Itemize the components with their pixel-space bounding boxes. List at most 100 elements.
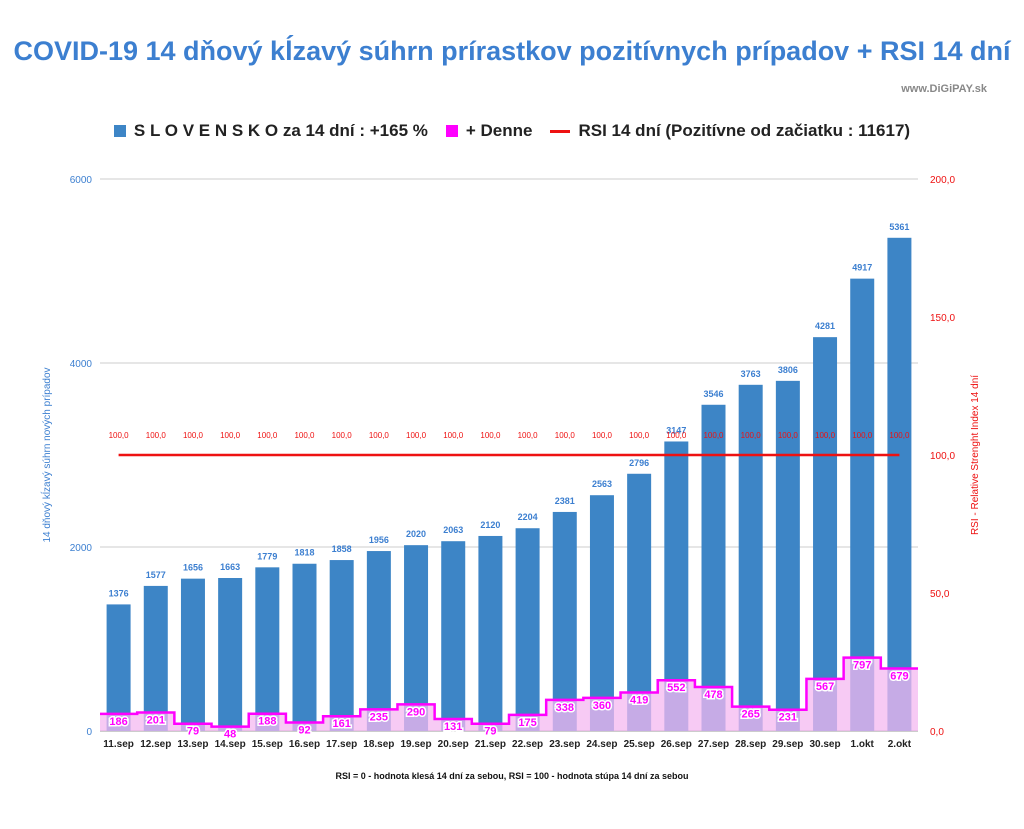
x-tick-label: 2.okt bbox=[888, 739, 912, 750]
daily-value-label: 201 bbox=[147, 715, 165, 727]
bar bbox=[850, 278, 875, 731]
x-tick-label: 29.sep bbox=[772, 739, 803, 750]
daily-value-label: 161 bbox=[333, 718, 351, 730]
daily-value-label: 175 bbox=[518, 717, 536, 729]
bar bbox=[143, 585, 168, 731]
bar bbox=[515, 528, 540, 731]
y-tick-label-left: 4000 bbox=[70, 359, 93, 370]
rsi-value-label: 100,0 bbox=[555, 431, 576, 440]
y-tick-label-right: 50,0 bbox=[930, 589, 950, 600]
x-tick-label: 16.sep bbox=[289, 739, 320, 750]
y-axis-title-left: 14 dňový kĺzavý súhrn nových prípadov bbox=[40, 367, 53, 542]
daily-value-label: 186 bbox=[109, 716, 127, 728]
rsi-value-label: 100,0 bbox=[629, 431, 650, 440]
y-axis-title-right: RSI - Relative Strenght Index 14 dní bbox=[970, 375, 981, 535]
x-tick-label: 24.sep bbox=[586, 739, 617, 750]
daily-step-line bbox=[100, 656, 918, 728]
x-tick-label: 26.sep bbox=[661, 739, 692, 750]
daily-value-label: 552 bbox=[667, 682, 685, 694]
bar bbox=[589, 495, 614, 731]
bar bbox=[218, 578, 243, 731]
rsi-value-label: 100,0 bbox=[294, 431, 315, 440]
legend-label-rsi: RSI 14 dní (Pozitívne od začiatku : 1161… bbox=[578, 121, 911, 140]
x-tick-label: 21.sep bbox=[475, 739, 506, 750]
bar-value-label: 3546 bbox=[703, 389, 723, 399]
daily-value-label: 679 bbox=[890, 671, 908, 683]
daily-value-label: 92 bbox=[298, 725, 310, 737]
bar-value-label: 1376 bbox=[109, 588, 129, 598]
rsi-value-label: 100,0 bbox=[666, 431, 687, 440]
x-tick-label: 13.sep bbox=[177, 739, 208, 750]
x-tick-label: 11.sep bbox=[103, 739, 134, 750]
bar bbox=[552, 511, 577, 731]
footer-note: RSI = 0 - hodnota klesá 14 dní za sebou,… bbox=[335, 771, 689, 781]
legend-item-denne: + Denne bbox=[445, 121, 533, 141]
x-tick-label: 28.sep bbox=[735, 739, 766, 750]
daily-value-label: 419 bbox=[630, 694, 648, 706]
legend-swatch-rsi bbox=[550, 129, 571, 133]
legend-swatch-bars bbox=[113, 125, 126, 137]
bar-value-label: 1818 bbox=[294, 548, 314, 558]
daily-value-label: 79 bbox=[484, 726, 496, 738]
x-tick-label: 17.sep bbox=[326, 739, 357, 750]
x-tick-label: 30.sep bbox=[809, 739, 840, 750]
bar-value-label: 1858 bbox=[332, 544, 352, 554]
legend-label-slovensko: S L O V E N S K O za 14 dní : +165 % bbox=[133, 121, 428, 140]
rsi-value-label: 100,0 bbox=[406, 431, 427, 440]
bar bbox=[701, 404, 726, 731]
daily-value-label: 231 bbox=[779, 712, 797, 724]
bar-value-label: 1779 bbox=[257, 551, 277, 561]
daily-value-label: 290 bbox=[407, 706, 425, 718]
rsi-value-label: 100,0 bbox=[183, 431, 204, 440]
rsi-value-label: 100,0 bbox=[741, 431, 762, 440]
daily-value-label: 567 bbox=[816, 681, 834, 693]
bar-value-label: 2381 bbox=[555, 496, 575, 506]
legend-label-denne: + Denne bbox=[465, 121, 533, 140]
bar-value-label: 3806 bbox=[778, 365, 798, 375]
bar-value-label: 2120 bbox=[480, 520, 500, 530]
rsi-value-label: 100,0 bbox=[480, 431, 501, 440]
rsi-value-label: 100,0 bbox=[220, 431, 241, 440]
y-tick-label-right: 150,0 bbox=[930, 313, 955, 324]
bar bbox=[106, 604, 131, 731]
bar bbox=[441, 541, 466, 731]
x-tick-label: 22.sep bbox=[512, 739, 543, 750]
x-tick-label: 23.sep bbox=[549, 739, 580, 750]
daily-value-label: 360 bbox=[593, 700, 611, 712]
x-tick-label: 18.sep bbox=[363, 739, 394, 750]
y-tick-label-right: 100,0 bbox=[930, 451, 955, 462]
x-tick-label: 20.sep bbox=[438, 739, 469, 750]
daily-area bbox=[100, 657, 918, 731]
rsi-value-label: 100,0 bbox=[592, 431, 613, 440]
rsi-value-label: 100,0 bbox=[332, 431, 353, 440]
x-tick-label: 12.sep bbox=[140, 739, 171, 750]
rsi-value-label: 100,0 bbox=[852, 431, 873, 440]
x-tick-label: 19.sep bbox=[400, 739, 431, 750]
rsi-value-label: 100,0 bbox=[778, 431, 799, 440]
daily-value-label: 188 bbox=[258, 716, 276, 728]
bar-value-label: 2063 bbox=[443, 525, 463, 535]
daily-value-label: 79 bbox=[187, 726, 199, 738]
bar-value-label: 2020 bbox=[406, 529, 426, 539]
bar bbox=[366, 551, 391, 731]
bar bbox=[738, 384, 763, 731]
x-tick-label: 15.sep bbox=[252, 739, 283, 750]
watermark: www.DiGiPAY.sk bbox=[901, 83, 987, 95]
rsi-value-label: 100,0 bbox=[703, 431, 724, 440]
rsi-value-label: 100,0 bbox=[815, 431, 836, 440]
daily-value-label: 338 bbox=[556, 702, 574, 714]
bar-value-label: 1956 bbox=[369, 535, 389, 545]
bar bbox=[813, 337, 838, 731]
bar-value-label: 2563 bbox=[592, 479, 612, 489]
legend-swatch-daily bbox=[445, 125, 458, 137]
x-tick-label: 14.sep bbox=[215, 739, 246, 750]
bar-value-label: 1577 bbox=[146, 570, 166, 580]
chart-title: COVID-19 14 dňový kĺzavý súhrn prírastko… bbox=[13, 36, 1011, 66]
x-tick-label: 25.sep bbox=[624, 739, 655, 750]
chart-legend: S L O V E N S K O za 14 dní : +165 % + D… bbox=[0, 121, 1024, 141]
x-tick-label: 1.okt bbox=[851, 739, 875, 750]
rsi-value-label: 100,0 bbox=[109, 431, 130, 440]
bar-value-label: 2796 bbox=[629, 458, 649, 468]
y-tick-label-left: 6000 bbox=[70, 175, 93, 186]
